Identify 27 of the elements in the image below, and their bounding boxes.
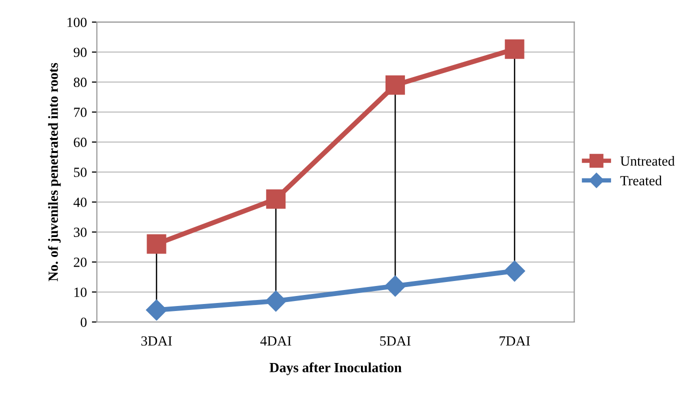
y-tick-label: 80 bbox=[74, 78, 87, 88]
y-tick-label: 40 bbox=[74, 198, 87, 207]
point bbox=[266, 189, 286, 209]
x-tick-label: 5DAI bbox=[380, 336, 411, 346]
y-tick-label: 90 bbox=[74, 48, 87, 58]
point bbox=[504, 260, 526, 282]
legend-label: Untreated bbox=[620, 156, 675, 166]
y-tick-label: 60 bbox=[74, 138, 87, 148]
point bbox=[385, 75, 405, 95]
x-tick-label: 4DAI bbox=[260, 336, 292, 346]
x-axis-title: Days after Inoculation bbox=[270, 362, 402, 376]
legend-label: Treated bbox=[620, 176, 662, 186]
y-tick-label: 30 bbox=[74, 228, 87, 237]
y-tick-label: 50 bbox=[74, 168, 87, 178]
point bbox=[384, 276, 406, 297]
y-tick-label: 20 bbox=[74, 258, 87, 267]
point bbox=[504, 39, 524, 59]
x-tick-label: 3DAI bbox=[141, 336, 172, 346]
x-tick-label: 7DAI bbox=[500, 336, 530, 346]
y-tick-label: 70 bbox=[74, 108, 87, 118]
y-tick-label: 100 bbox=[68, 18, 87, 28]
y-tick-label: 0 bbox=[80, 318, 87, 327]
y-axis-title: No. of juveniles penetrated into roots bbox=[48, 62, 61, 282]
point bbox=[265, 290, 286, 312]
y-tick-label: 10 bbox=[74, 288, 87, 297]
point bbox=[146, 299, 168, 321]
point bbox=[146, 234, 166, 254]
